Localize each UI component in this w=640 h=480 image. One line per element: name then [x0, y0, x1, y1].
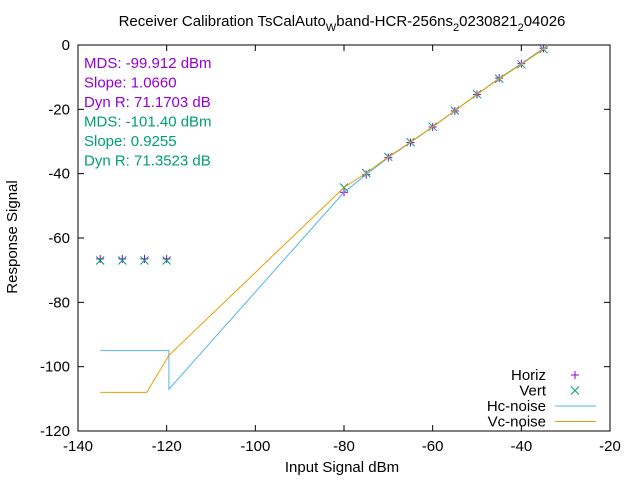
- stats-annotation: Slope: 1.0660: [84, 75, 177, 92]
- x-tick-label: -40: [510, 438, 532, 455]
- legend-marker-sample: [571, 371, 579, 379]
- series-line-vc-noise: [100, 45, 549, 393]
- legend-label: Horiz: [511, 367, 546, 384]
- y-tick-label: 0: [62, 37, 70, 54]
- title-subscript: 2: [518, 22, 524, 34]
- data-point-horiz: [140, 254, 149, 263]
- stats-annotation: Dyn R: 71.3523 dB: [84, 153, 211, 170]
- x-tick-label: -140: [63, 438, 93, 455]
- y-tick-label: -120: [40, 423, 70, 440]
- x-tick-label: -60: [422, 438, 444, 455]
- title-subscript: 2: [453, 22, 459, 34]
- data-point-vert: [140, 256, 149, 265]
- data-point-horiz: [96, 254, 105, 263]
- data-point-vert: [95, 256, 105, 265]
- y-tick-label: -80: [48, 294, 70, 311]
- stats-annotation: Slope: 0.9255: [84, 133, 177, 150]
- x-tick-label: -100: [240, 438, 270, 455]
- legend-label: Hc-noise: [487, 398, 546, 415]
- title-segment: 04026: [524, 13, 566, 30]
- cross-marker-b: [570, 386, 580, 395]
- x-tick-label: -80: [333, 438, 355, 455]
- title-segment: Receiver Calibration TsCalAuto: [119, 13, 326, 30]
- y-tick-label: -40: [48, 166, 70, 183]
- x-tick-label: -120: [152, 438, 182, 455]
- cross-marker-b: [162, 256, 172, 265]
- legend-label: Vc-noise: [488, 414, 546, 431]
- y-tick-label: -20: [48, 101, 70, 118]
- y-tick-label: -100: [40, 359, 70, 376]
- data-point-vert: [162, 256, 172, 265]
- title-segment: band-HCR-256ns: [336, 13, 453, 30]
- title-subscript: W: [326, 22, 337, 34]
- tick-layer: -140 -120 -100 -80 -60 -40 -20-120-100-80-60-4…: [40, 37, 621, 455]
- data-point-vert: [117, 256, 127, 265]
- cross-marker-b: [95, 256, 105, 265]
- stats-annotation: MDS: -99.912 dBm: [84, 55, 212, 72]
- data-point-horiz: [162, 254, 171, 263]
- y-tick-label: -60: [48, 230, 70, 247]
- chart-title: Receiver Calibration TsCalAutoWband-HCR-…: [119, 13, 566, 34]
- x-tick-label: -20: [599, 438, 621, 455]
- legend-marker-sample: [570, 386, 580, 395]
- cross-marker-b: [117, 256, 127, 265]
- x-axis-title: Input Signal dBm: [285, 459, 399, 476]
- y-axis-title: Response Signal: [4, 180, 21, 293]
- data-point-horiz: [118, 254, 127, 263]
- legend-label: Vert: [519, 383, 547, 400]
- series-layer: [95, 44, 549, 393]
- annotation-layer: MDS: -99.912 dBm Slope: 1.0660 Dyn R: 71.1…: [84, 55, 212, 170]
- stats-annotation: MDS: -101.40 dBm: [84, 114, 212, 131]
- cross-marker-b: [140, 256, 149, 265]
- title-segment: 0230821: [459, 13, 517, 30]
- stats-annotation: Dyn R: 71.1703 dB: [84, 94, 211, 111]
